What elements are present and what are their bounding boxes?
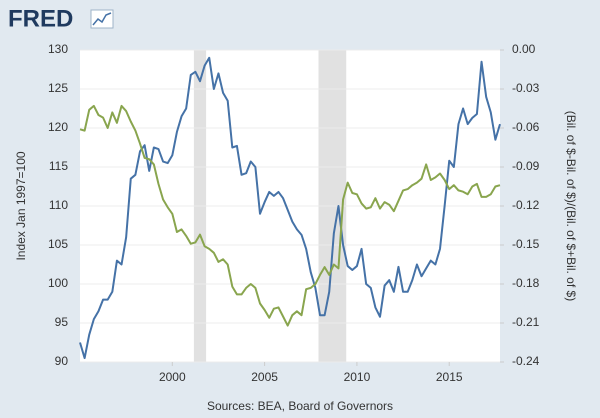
x-tick-label: 2015 [436,370,463,384]
data-line [79,104,501,327]
y2-tick-label: -0.12 [512,198,540,212]
y2-tick-label: -0.18 [512,276,540,290]
y2-tick-label: 0.00 [512,42,536,56]
y2-tick-label: -0.09 [512,159,540,173]
y-tick-label: 110 [49,198,68,212]
y2-tick-label: -0.15 [512,237,540,251]
logo-icon [90,9,114,29]
y-tick-label: 100 [48,276,68,290]
x-tick-label: 2000 [159,370,186,384]
y2-tick-label: -0.03 [512,81,540,95]
y-tick-label: 130 [48,42,68,56]
y-tick-label: 115 [49,159,68,173]
y-tick-label: 105 [48,237,68,251]
y2-tick-label: -0.21 [512,315,540,329]
y-axis-label: Index Jan 1997=100 [14,151,28,260]
y-tick-label: 125 [48,81,68,95]
y-tick-label: 95 [55,315,69,329]
y2-tick-label: -0.24 [512,354,540,368]
logo: FRED [8,5,73,32]
y-tick-label: 120 [48,120,68,134]
x-tick-label: 2010 [344,370,371,384]
y-tick-label: 90 [55,354,69,368]
data-line [79,56,501,360]
y2-axis-label: (Bil. of $-Bil. of $)/(Bil. of $+Bil. of… [564,111,578,301]
x-tick-label: 2005 [251,370,278,384]
y2-tick-label: -0.06 [512,120,540,134]
source: Sources: BEA, Board of Governors [207,399,393,413]
